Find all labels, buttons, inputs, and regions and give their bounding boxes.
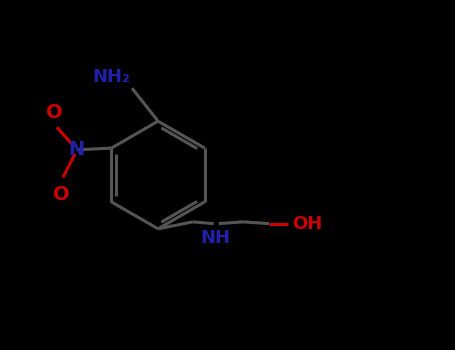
Text: OH: OH xyxy=(292,215,322,233)
Text: O: O xyxy=(46,103,62,122)
Text: O: O xyxy=(53,184,70,204)
Text: N: N xyxy=(69,140,85,159)
Text: NH: NH xyxy=(200,229,230,247)
Text: NH₂: NH₂ xyxy=(92,69,130,86)
